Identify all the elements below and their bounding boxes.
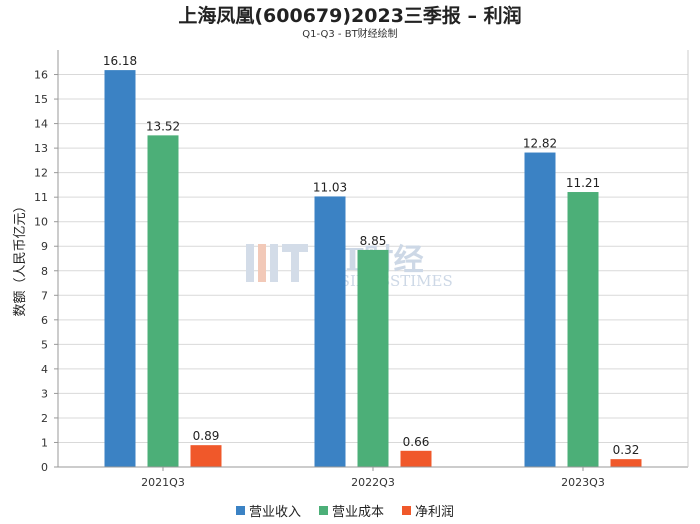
- legend-label: 营业成本: [332, 505, 384, 520]
- bar: [400, 450, 432, 467]
- data-label: 0.32: [613, 443, 640, 457]
- x-tick-label: 2021Q3: [141, 476, 185, 489]
- y-tick-label: 6: [41, 314, 48, 327]
- data-label: 12.82: [523, 137, 557, 151]
- bar: [104, 70, 136, 467]
- bar: [524, 152, 556, 467]
- y-tick-label: 11: [34, 191, 48, 204]
- data-label: 0.89: [193, 429, 220, 443]
- bar: [314, 196, 346, 467]
- chart-title: 上海凤凰(600679)2023三季报 – 利润: [178, 4, 521, 27]
- y-tick-label: 7: [41, 289, 48, 302]
- data-label: 11.21: [566, 176, 600, 190]
- legend-swatch: [402, 506, 411, 515]
- legend-swatch: [236, 506, 245, 515]
- y-tick-label: 1: [41, 436, 48, 449]
- y-tick-label: 3: [41, 387, 48, 400]
- legend-swatch: [319, 506, 328, 515]
- x-axis-categories: 2021Q3 2022Q3 2023Q3: [141, 467, 605, 489]
- y-tick-label: 8: [41, 265, 48, 278]
- y-axis-label: 数额（人民币亿元）: [13, 199, 28, 316]
- y-tick-label: 12: [34, 167, 48, 180]
- y-tick-label: 13: [34, 142, 48, 155]
- y-tick-label: 14: [34, 118, 48, 131]
- y-tick-label: 2: [41, 412, 48, 425]
- y-tick-label: 0: [41, 461, 48, 474]
- y-tick-label: 15: [34, 93, 48, 106]
- data-label: 16.18: [103, 54, 137, 68]
- watermark: BT财经 BUSINESSTIMES: [246, 243, 453, 290]
- watermark-logo-icon: [246, 244, 308, 282]
- data-label: 13.52: [146, 119, 180, 133]
- bar: [567, 192, 599, 467]
- bar: [147, 135, 179, 467]
- data-label: 0.66: [403, 435, 430, 449]
- chart-subtitle: Q1-Q3 - BT财经绘制: [302, 27, 397, 40]
- y-tick-label: 10: [34, 216, 48, 229]
- x-tick-label: 2022Q3: [351, 476, 395, 489]
- bar: [357, 249, 389, 467]
- legend-label: 净利润: [415, 505, 454, 520]
- bar: [610, 459, 642, 467]
- bar: [190, 445, 222, 467]
- y-tick-label: 5: [41, 338, 48, 351]
- legend: 营业收入 营业成本 净利润: [236, 505, 454, 520]
- bars: [104, 70, 642, 467]
- y-tick-label: 4: [41, 363, 48, 376]
- data-labels: 16.18 13.52 0.89 11.03 8.85 0.66 12.82 11.21 0.3…: [103, 54, 640, 457]
- data-label: 8.85: [360, 234, 387, 248]
- data-label: 11.03: [313, 180, 347, 194]
- legend-label: 营业收入: [249, 505, 301, 520]
- x-tick-label: 2023Q3: [561, 476, 605, 489]
- y-tick-label: 16: [34, 69, 48, 82]
- y-tick-label: 9: [41, 240, 48, 253]
